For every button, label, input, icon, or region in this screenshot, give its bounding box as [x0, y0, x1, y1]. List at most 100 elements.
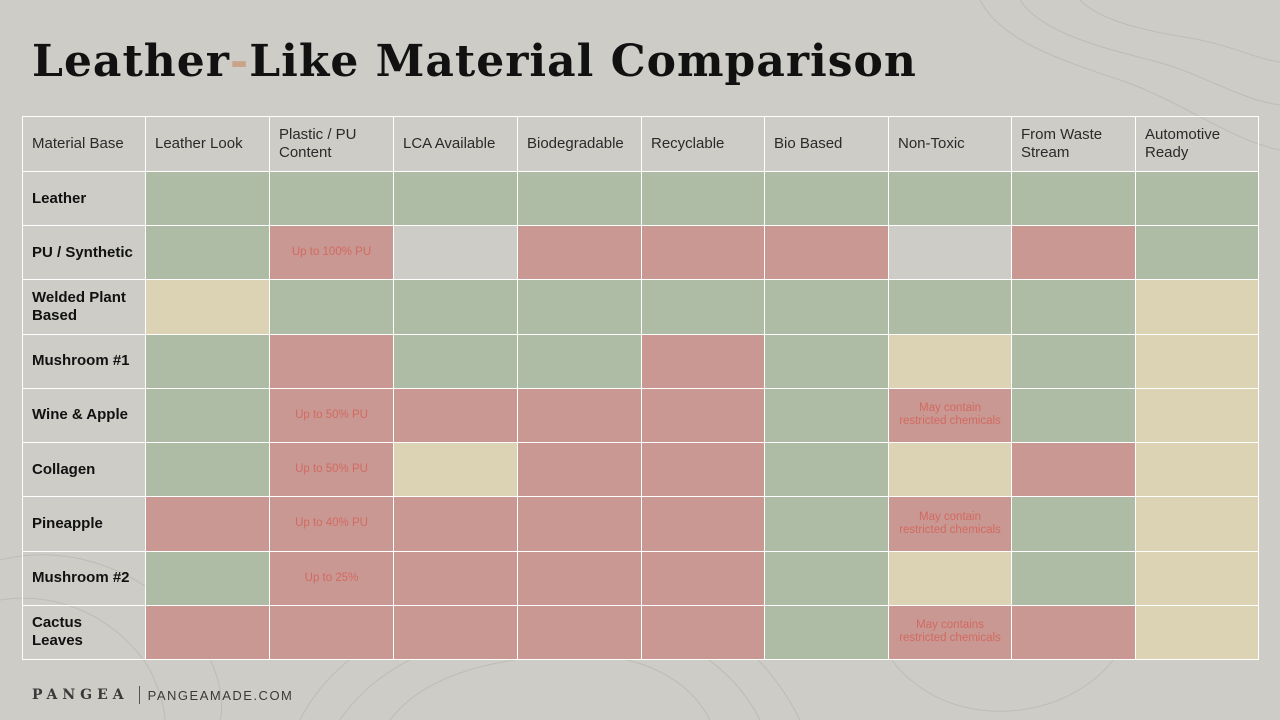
rating-cell	[888, 279, 1012, 335]
rating-cell	[764, 170, 889, 227]
material-name: PU / Synthetic	[22, 225, 146, 281]
material-name: Leather	[22, 170, 146, 227]
rating-cell	[888, 225, 1012, 281]
rating-cell	[641, 550, 765, 606]
rating-cell	[517, 170, 642, 227]
material-name: Mushroom #1	[22, 333, 146, 389]
rating-cell	[393, 387, 518, 444]
rating-cell	[269, 279, 394, 335]
rating-cell	[517, 333, 642, 389]
table-row: Mushroom #1	[22, 333, 1259, 389]
website-link[interactable]: PANGEAMADE.COM	[147, 687, 294, 703]
rating-cell	[888, 333, 1012, 389]
table-row: Leather	[22, 170, 1259, 227]
rating-cell	[1135, 442, 1259, 498]
rating-cell	[641, 442, 765, 498]
rating-cell	[517, 387, 642, 444]
table-header-row: Material Base Leather Look Plastic / PU Co…	[22, 116, 1259, 172]
rating-cell	[393, 333, 518, 389]
rating-cell: Up to 25%	[269, 550, 394, 606]
rating-cell	[1011, 333, 1136, 389]
rating-cell	[888, 170, 1012, 227]
rating-cell	[1011, 279, 1136, 335]
table-row: Collagen Up to 50% PU	[22, 442, 1259, 498]
rating-cell	[1135, 496, 1259, 552]
rating-cell	[641, 333, 765, 389]
material-name: Wine & Apple	[22, 387, 146, 444]
rating-cell	[888, 442, 1012, 498]
table-row: PU / Synthetic Up to 100% PU	[22, 225, 1259, 281]
column-header: Recyclable	[641, 116, 765, 172]
rating-cell	[393, 496, 518, 552]
rating-cell	[393, 279, 518, 335]
rating-cell	[641, 279, 765, 335]
rating-cell	[393, 550, 518, 606]
rating-cell	[1135, 333, 1259, 389]
rating-cell	[1011, 604, 1136, 661]
page-title: Leather-Like Material Comparison	[32, 36, 917, 87]
rating-cell	[764, 225, 889, 281]
rating-cell	[517, 604, 642, 661]
rating-cell	[764, 496, 889, 552]
rating-cell	[1011, 442, 1136, 498]
rating-cell: Up to 50% PU	[269, 442, 394, 498]
rating-cell	[1135, 279, 1259, 335]
column-header: From Waste Stream	[1011, 116, 1136, 172]
rating-cell	[1135, 550, 1259, 606]
column-header: Bio Based	[764, 116, 889, 172]
table-row: Pineapple Up to 40% PU May contain restric…	[22, 496, 1259, 552]
table-row: Cactus Leaves May contains restricted che…	[22, 604, 1259, 661]
rating-cell	[145, 496, 270, 552]
material-name: Pineapple	[22, 496, 146, 552]
rating-cell	[764, 550, 889, 606]
rating-cell	[764, 387, 889, 444]
rating-cell	[517, 442, 642, 498]
rating-cell	[1011, 170, 1136, 227]
material-name: Collagen	[22, 442, 146, 498]
rating-cell	[1011, 387, 1136, 444]
column-header: Automotive Ready	[1135, 116, 1259, 172]
rating-cell	[145, 550, 270, 606]
rating-cell	[764, 333, 889, 389]
rating-cell	[641, 225, 765, 281]
rating-cell	[269, 604, 394, 661]
rating-cell	[145, 279, 270, 335]
rating-cell	[641, 496, 765, 552]
table-row: Wine & Apple Up to 50% PU May contain rest…	[22, 387, 1259, 444]
rating-cell: Up to 100% PU	[269, 225, 394, 281]
rating-cell	[517, 550, 642, 606]
rating-cell	[145, 225, 270, 281]
rating-cell	[764, 442, 889, 498]
rating-cell: May contain restricted chemicals	[888, 496, 1012, 552]
material-name: Welded Plant Based	[22, 279, 146, 335]
rating-cell	[764, 604, 889, 661]
rating-cell	[145, 442, 270, 498]
column-header: Leather Look	[145, 116, 270, 172]
rating-cell	[393, 225, 518, 281]
rating-cell: Up to 50% PU	[269, 387, 394, 444]
column-header: Non-Toxic	[888, 116, 1012, 172]
rating-cell	[517, 496, 642, 552]
rating-cell	[888, 550, 1012, 606]
footer: PANGEA PANGEAMADE.COM	[32, 686, 293, 704]
rating-cell: Up to 40% PU	[269, 496, 394, 552]
rating-cell	[764, 279, 889, 335]
rating-cell	[1011, 225, 1136, 281]
rating-cell	[517, 279, 642, 335]
rating-cell	[641, 387, 765, 444]
rating-cell	[393, 604, 518, 661]
footer-divider	[138, 686, 140, 704]
rating-cell	[517, 225, 642, 281]
rating-cell	[1135, 387, 1259, 444]
table-row: Welded Plant Based	[22, 279, 1259, 335]
material-name: Mushroom #2	[22, 550, 146, 606]
rating-cell	[1011, 550, 1136, 606]
rating-cell	[1135, 170, 1259, 227]
material-name: Cactus Leaves	[22, 604, 146, 661]
column-header: Biodegradable	[517, 116, 642, 172]
rating-cell	[1135, 604, 1259, 661]
rating-cell	[145, 170, 270, 227]
rating-cell	[145, 387, 270, 444]
rating-cell	[145, 333, 270, 389]
rating-cell	[393, 170, 518, 227]
